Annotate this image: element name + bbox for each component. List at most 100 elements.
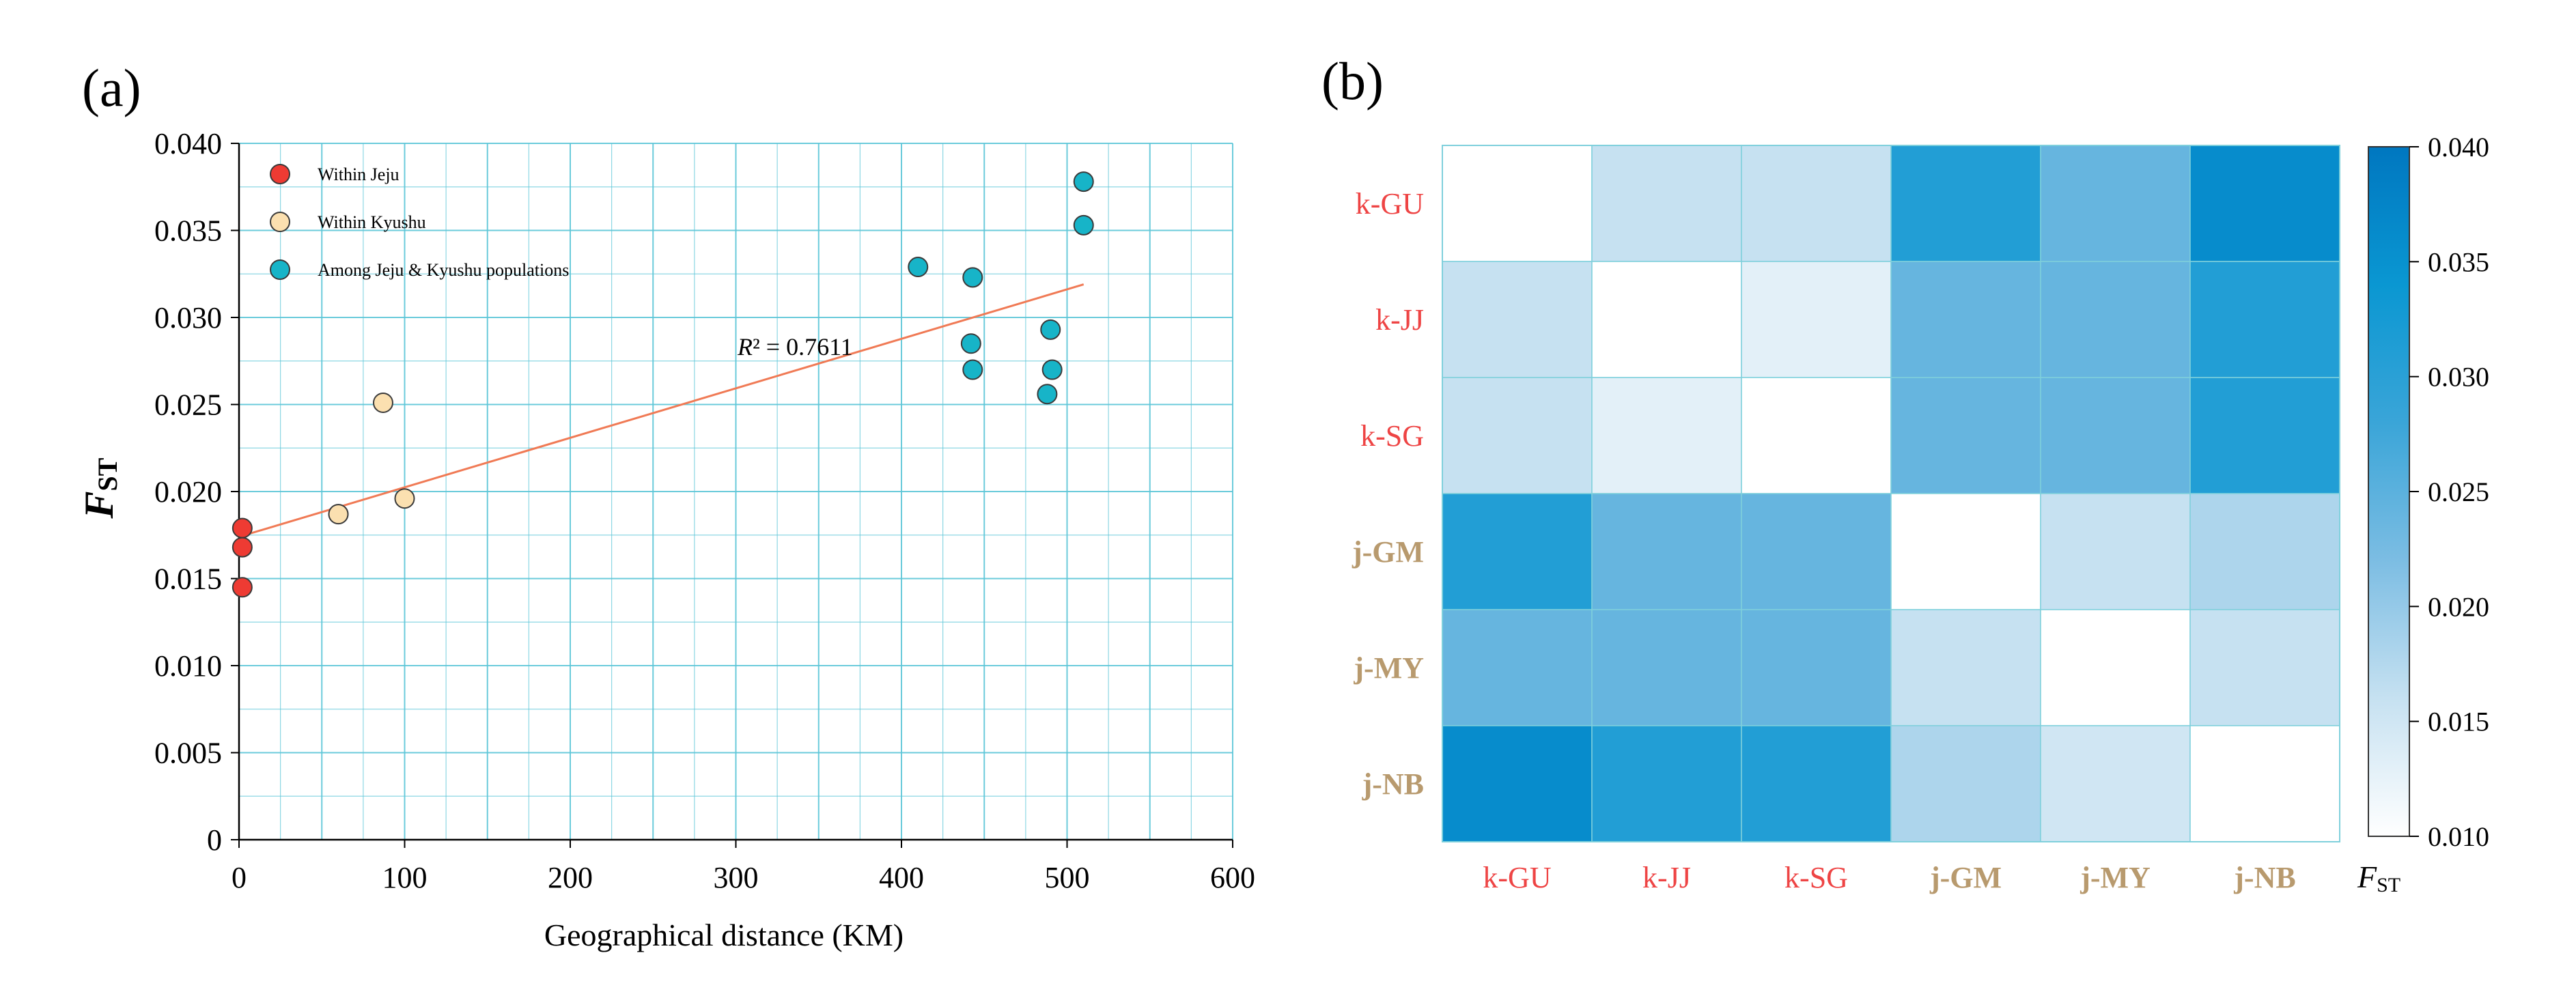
heatmap-cell <box>1591 377 1742 494</box>
y-axis-title-main: FST <box>76 457 123 519</box>
heatmap-cell <box>1591 493 1742 610</box>
colorbar-ticks: 0.010 0.015 0.020 0.025 0.030 0.035 0.040 <box>2409 132 2489 852</box>
colorbar-tick-label: 0.025 <box>2428 477 2489 507</box>
data-point <box>372 392 393 413</box>
x-tick-label: 300 <box>714 861 759 894</box>
scatter-y-axis-title: FST <box>76 457 123 519</box>
legend-label: Within Kyushu <box>318 212 426 232</box>
data-point <box>1040 319 1061 340</box>
heatmap-cell <box>2189 261 2340 378</box>
scatter-legend: Within Jeju Within Kyushu Among Jeju & Kyu… <box>270 164 569 280</box>
data-point <box>1041 359 1063 380</box>
data-point <box>394 488 415 509</box>
heatmap-cell <box>1442 377 1593 494</box>
legend-label: Within Jeju <box>318 165 400 184</box>
heatmap-cell <box>1442 261 1593 378</box>
heatmap-row-label: k-SG <box>1360 419 1424 453</box>
heatmap-cell <box>1890 145 2041 262</box>
heatmap-column-label: k-JJ <box>1642 861 1691 894</box>
y-tick-label: 0.010 <box>154 649 222 683</box>
x-tick-label: 100 <box>382 861 428 894</box>
heatmap-row-labels: k-GU k-JJ k-SG j-GM j-MY j-NB <box>1352 187 1424 801</box>
y-tick-label: 0.035 <box>154 214 222 248</box>
legend-label: Among Jeju & Kyushu populations <box>318 260 569 280</box>
heatmap-column-label: k-SG <box>1784 861 1848 894</box>
data-point <box>232 577 253 598</box>
heatmap-column-label: k-GU <box>1483 861 1551 894</box>
heatmap-cell <box>1890 261 2041 378</box>
data-point <box>1073 171 1094 193</box>
data-point <box>328 504 349 525</box>
heatmap-cell <box>1591 145 1742 262</box>
heatmap-row-label: j-GM <box>1352 535 1424 569</box>
heatmap-cell <box>2189 725 2340 842</box>
data-point <box>962 267 983 288</box>
panel-b-heatmap: (b) k-GU k-JJ k-SG j-GM j-MY j-NB k-GU k-JJ k-S… <box>1321 51 2489 896</box>
heatmap-cell <box>2040 493 2191 610</box>
heatmap-row-label: j-MY <box>1353 651 1424 685</box>
heatmap-cell <box>1741 261 1892 378</box>
heatmap-row-label: k-JJ <box>1375 303 1424 337</box>
y-tick-label: 0.040 <box>154 127 222 160</box>
data-point <box>232 517 253 539</box>
scatter-x-ticks: 0 100 200 300 400 500 600 <box>232 840 1255 894</box>
heatmap-cell <box>2189 493 2340 610</box>
heatmap-cell <box>2040 725 2191 842</box>
heatmap-row-label: k-GU <box>1356 187 1424 221</box>
heatmap-column-labels: k-GU k-JJ k-SG j-GM j-MY j-NB <box>1483 861 2295 894</box>
heatmap-cell <box>1890 725 2041 842</box>
y-tick-label: 0 <box>207 823 222 857</box>
heatmap-cell <box>1442 725 1593 842</box>
heatmap-cell <box>2189 377 2340 494</box>
panel-a-label: (a) <box>82 58 141 117</box>
legend-marker <box>270 212 290 232</box>
legend-marker <box>270 164 290 184</box>
heatmap-cell <box>1442 493 1593 610</box>
heatmap-cell <box>1741 493 1892 610</box>
colorbar-title: FST <box>2357 860 2400 896</box>
panel-b-label: (b) <box>1321 51 1384 111</box>
data-point <box>1073 214 1094 236</box>
heatmap-cell <box>2040 377 2191 494</box>
data-point <box>908 257 929 278</box>
y-tick-label: 0.020 <box>154 475 222 509</box>
y-tick-label: 0.025 <box>154 388 222 422</box>
heatmap-cell <box>1442 145 1593 262</box>
heatmap-border <box>1442 145 2340 842</box>
legend-marker <box>270 259 290 280</box>
colorbar-tick-label: 0.035 <box>2428 246 2489 277</box>
colorbar-tick-label: 0.040 <box>2428 132 2489 162</box>
colorbar-tick-label: 0.015 <box>2428 707 2489 737</box>
x-tick-label: 500 <box>1045 861 1090 894</box>
heatmap-cell <box>1890 609 2041 726</box>
heatmap-cell <box>1741 725 1892 842</box>
x-tick-label: 600 <box>1210 861 1255 894</box>
y-tick-label: 0.015 <box>154 563 222 596</box>
heatmap-cell <box>1890 377 2041 494</box>
colorbar-tick-label: 0.010 <box>2428 821 2489 852</box>
heatmap-cell <box>2189 145 2340 262</box>
y-tick-label: 0.005 <box>154 737 222 770</box>
heatmap-cell <box>1890 493 2041 610</box>
scatter-x-axis-title: Geographical distance (KM) <box>544 918 904 952</box>
heatmap-cell <box>1591 609 1742 726</box>
colorbar-tick-label: 0.020 <box>2428 591 2489 622</box>
heatmap-cell <box>2040 261 2191 378</box>
heatmap-cell <box>1442 609 1593 726</box>
trend-line <box>238 283 1084 538</box>
heatmap-cells <box>1442 145 2340 842</box>
scatter-y-ticks: 0 0.005 0.010 0.015 0.020 0.025 0.030 0.035 0.04… <box>154 127 239 857</box>
heatmap-column-label: j-NB <box>2233 861 2295 894</box>
heatmap-cell <box>1591 725 1742 842</box>
data-point <box>1037 384 1058 405</box>
heatmap-row-label: j-NB <box>1362 767 1424 801</box>
heatmap-column-label: j-MY <box>2080 861 2151 894</box>
x-tick-label: 200 <box>548 861 593 894</box>
data-point <box>962 359 983 380</box>
colorbar <box>2368 146 2410 837</box>
heatmap-cell <box>2040 145 2191 262</box>
data-point <box>232 537 253 558</box>
data-point <box>960 333 981 354</box>
x-tick-label: 400 <box>879 861 924 894</box>
